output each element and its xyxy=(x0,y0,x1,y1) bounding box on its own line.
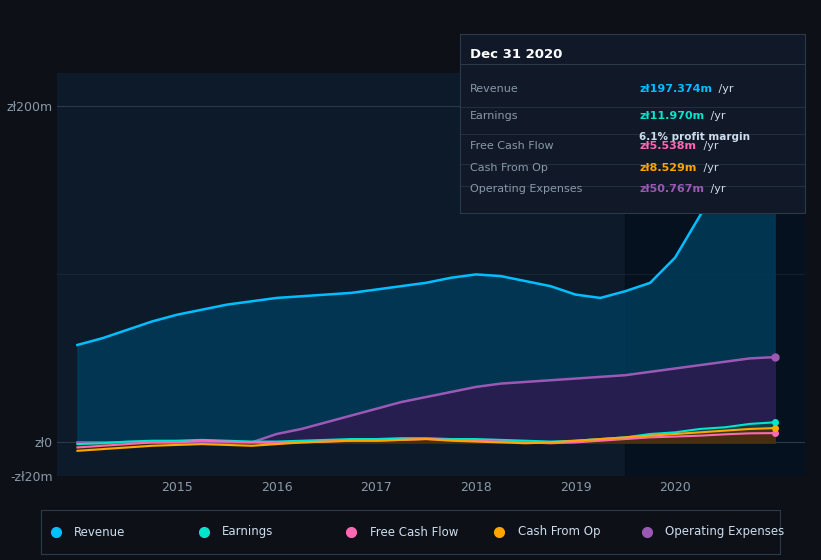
Text: Earnings: Earnings xyxy=(222,525,273,539)
Text: Revenue: Revenue xyxy=(75,525,126,539)
Text: Operating Expenses: Operating Expenses xyxy=(666,525,785,539)
Text: zł8.529m: zł8.529m xyxy=(639,162,696,172)
Bar xyxy=(626,73,821,476)
Text: /yr: /yr xyxy=(715,84,733,94)
Text: 6.1% profit margin: 6.1% profit margin xyxy=(639,132,750,142)
Text: Cash From Op: Cash From Op xyxy=(470,162,548,172)
Text: zł5.538m: zł5.538m xyxy=(639,141,696,151)
Text: Revenue: Revenue xyxy=(470,84,519,94)
Text: Free Cash Flow: Free Cash Flow xyxy=(370,525,458,539)
Text: /yr: /yr xyxy=(708,111,726,120)
Text: Dec 31 2020: Dec 31 2020 xyxy=(470,48,562,61)
Text: /yr: /yr xyxy=(699,141,718,151)
Text: Earnings: Earnings xyxy=(470,111,519,120)
Text: /yr: /yr xyxy=(699,162,718,172)
Text: Operating Expenses: Operating Expenses xyxy=(470,184,582,194)
Text: Free Cash Flow: Free Cash Flow xyxy=(470,141,553,151)
Text: zł50.767m: zł50.767m xyxy=(639,184,704,194)
Text: /yr: /yr xyxy=(708,184,726,194)
Text: zł11.970m: zł11.970m xyxy=(639,111,704,120)
Text: Cash From Op: Cash From Op xyxy=(518,525,600,539)
Text: zł197.374m: zł197.374m xyxy=(639,84,712,94)
